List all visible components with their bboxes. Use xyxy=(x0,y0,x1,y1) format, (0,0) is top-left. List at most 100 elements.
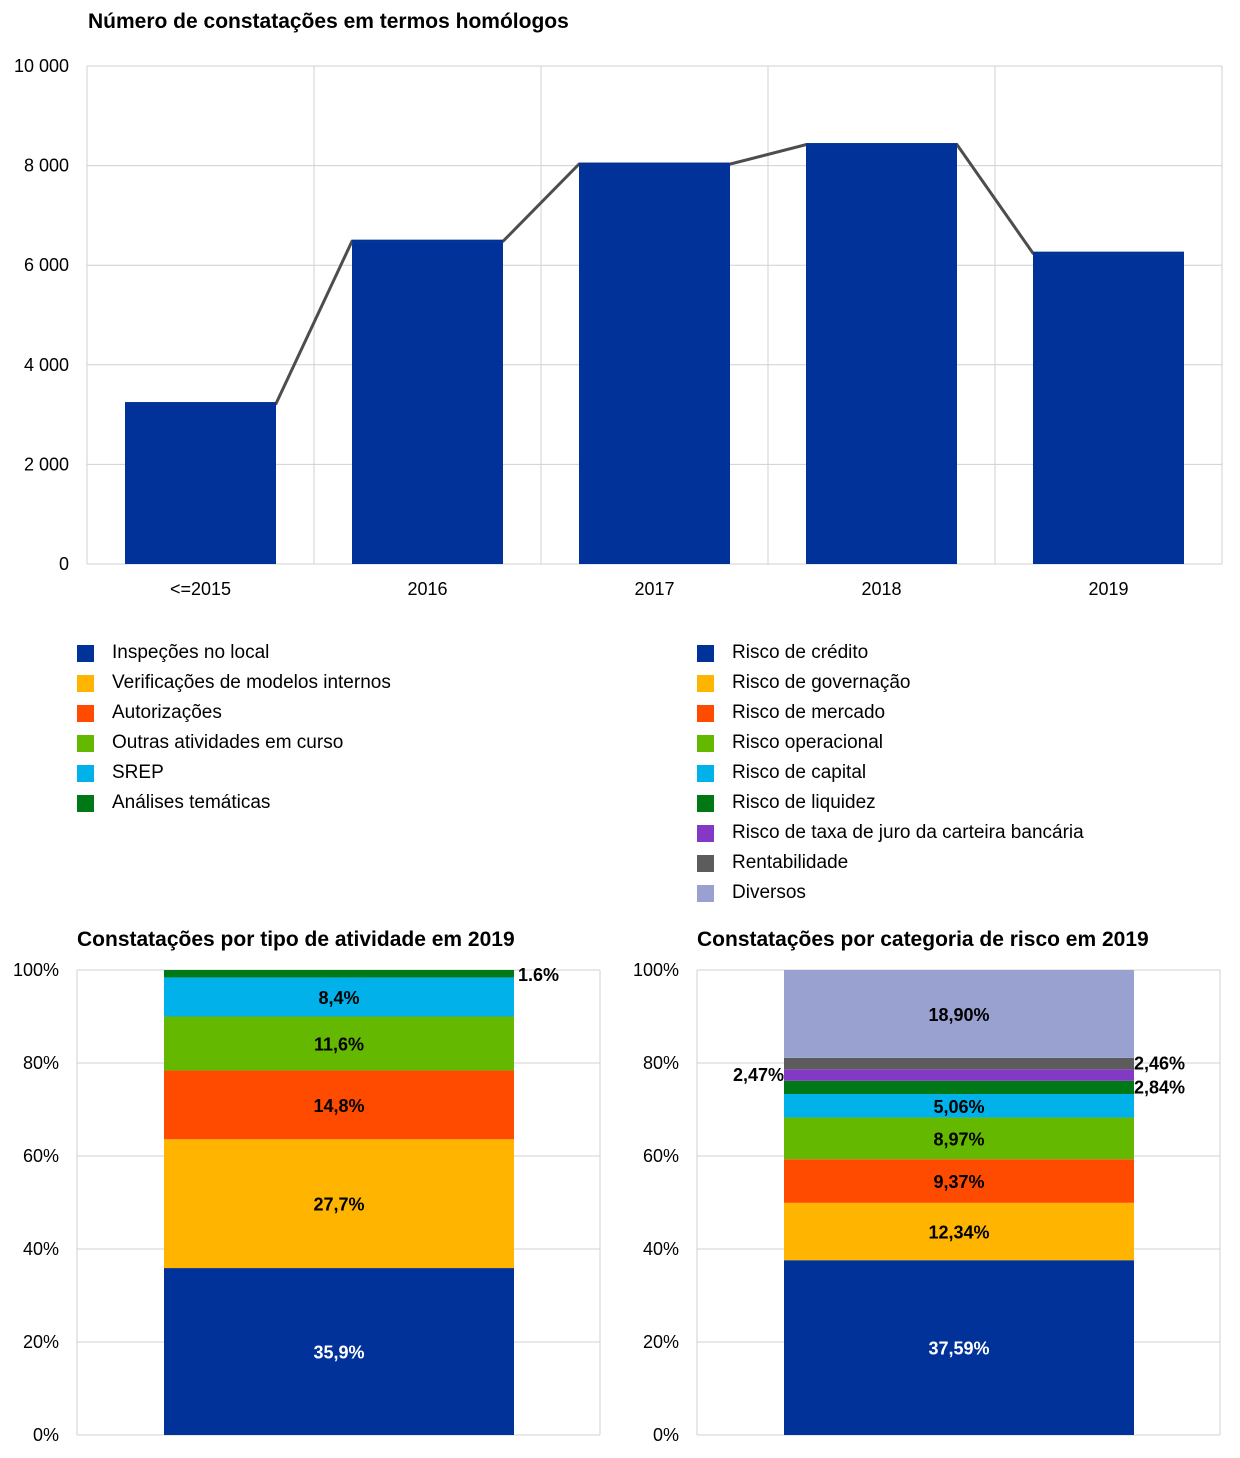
legend-swatch xyxy=(77,794,94,812)
y-tick-label: 6 000 xyxy=(24,255,69,275)
y-tick-label: 4 000 xyxy=(24,355,69,375)
segment-data-label: 12,34% xyxy=(928,1223,989,1243)
stacked-segment xyxy=(784,970,1134,1058)
bar xyxy=(352,241,503,564)
x-tick-label: 2019 xyxy=(1088,579,1128,599)
legend-swatch xyxy=(77,644,94,662)
segment-data-label: 37,59% xyxy=(928,1339,989,1359)
legend-swatch xyxy=(697,764,714,782)
x-tick-label: <=2015 xyxy=(170,579,231,599)
y-tick-label: 2 000 xyxy=(24,454,69,474)
legend-label: Risco de governação xyxy=(732,672,911,693)
legend-activity: Inspeções no local Verificações de model… xyxy=(77,638,391,818)
segment-data-label: 5,06% xyxy=(933,1097,984,1117)
y-tick-label: 0% xyxy=(653,1425,679,1445)
legend-item: Autorizações xyxy=(77,698,391,728)
y-tick-label: 60% xyxy=(23,1146,59,1166)
y-tick-label: 100% xyxy=(13,960,59,980)
segment-data-label: 8,97% xyxy=(933,1129,984,1149)
legend-label: Análises temáticas xyxy=(112,792,271,813)
y-tick-label: 60% xyxy=(643,1146,679,1166)
legend-label: Rentabilidade xyxy=(732,852,849,873)
risk-chart-title: Constatações por categoria de risco em 2… xyxy=(697,928,1149,951)
top-chart-title: Número de constatações em termos homólog… xyxy=(88,10,569,33)
stacked-segment xyxy=(784,1202,1134,1261)
y-tick-label: 8 000 xyxy=(24,156,69,176)
y-tick-label: 80% xyxy=(23,1053,59,1073)
legend-swatch xyxy=(697,674,714,692)
stacked-segment xyxy=(164,970,514,978)
legend-item: Risco de liquidez xyxy=(697,788,1084,818)
legend-item: Outras atividades em curso xyxy=(77,728,391,758)
legend-item: Risco de mercado xyxy=(697,698,1084,728)
bar xyxy=(579,164,730,564)
legend-item: Risco de taxa de juro da carteira bancár… xyxy=(697,818,1084,848)
legend-label: Risco de capital xyxy=(732,762,867,783)
legend-swatch xyxy=(77,704,94,722)
bar xyxy=(1033,253,1184,565)
legend-swatch xyxy=(697,644,714,662)
legend-label: SREP xyxy=(112,762,164,783)
x-tick-label: 2018 xyxy=(861,579,901,599)
stacked-segment xyxy=(164,1139,514,1269)
legend-label: Outras atividades em curso xyxy=(112,732,344,753)
legend-risk: Risco de crédito Risco de governação Ris… xyxy=(697,638,1084,908)
bar xyxy=(806,144,957,564)
segment-data-label: 18,90% xyxy=(928,1005,989,1025)
legend-swatch xyxy=(77,674,94,692)
segment-data-label: 1.6% xyxy=(518,965,559,985)
legend-item: Risco de governação xyxy=(697,668,1084,698)
legend-item: Inspeções no local xyxy=(77,638,391,668)
legend-swatch xyxy=(697,734,714,752)
stacked-segment xyxy=(164,977,514,1017)
legend-item: Risco de capital xyxy=(697,758,1084,788)
legend-item: Verificações de modelos internos xyxy=(77,668,391,698)
y-tick-label: 20% xyxy=(23,1332,59,1352)
segment-data-label: 2,84% xyxy=(1134,1077,1185,1097)
stacked-segment xyxy=(784,1080,1134,1095)
y-tick-label: 80% xyxy=(643,1053,679,1073)
legend-label: Risco de liquidez xyxy=(732,792,876,813)
y-tick-label: 40% xyxy=(643,1239,679,1259)
legend-item: Diversos xyxy=(697,878,1084,908)
x-tick-label: 2016 xyxy=(407,579,447,599)
legend-item: Risco operacional xyxy=(697,728,1084,758)
legend-item: Análises temáticas xyxy=(77,788,391,818)
segment-data-label: 35,9% xyxy=(313,1343,364,1363)
legend-swatch xyxy=(697,884,714,902)
legend-swatch xyxy=(77,764,94,782)
segment-data-label: 27,7% xyxy=(313,1195,364,1215)
stacked-segment xyxy=(784,1260,1134,1435)
legend-label: Verificações de modelos internos xyxy=(112,672,391,693)
bar xyxy=(125,403,276,564)
stacked-segment xyxy=(784,1094,1134,1118)
stacked-segment xyxy=(164,1016,514,1071)
legend-item: SREP xyxy=(77,758,391,788)
y-tick-label: 20% xyxy=(643,1332,679,1352)
y-tick-label: 0 xyxy=(59,554,69,574)
y-tick-label: 10 000 xyxy=(14,56,69,76)
legend-swatch xyxy=(697,854,714,872)
legend-item: Risco de crédito xyxy=(697,638,1084,668)
legend-label: Diversos xyxy=(732,882,806,903)
legend-item: Rentabilidade xyxy=(697,848,1084,878)
stacked-segment xyxy=(164,1070,514,1140)
legend-swatch xyxy=(77,734,94,752)
segment-data-label: 11,6% xyxy=(314,1034,364,1054)
legend-label: Risco de taxa de juro da carteira bancár… xyxy=(732,822,1084,843)
activity-chart-title: Constatações por tipo de atividade em 20… xyxy=(77,928,515,951)
legend-label: Risco de mercado xyxy=(732,702,886,723)
stacked-segment xyxy=(784,1057,1134,1070)
stacked-segment xyxy=(784,1159,1134,1203)
segment-data-label: 2,47% xyxy=(733,1065,784,1085)
stacked-segment xyxy=(784,1069,1134,1081)
legend-label: Risco de crédito xyxy=(732,642,869,663)
stacked-segment xyxy=(164,1268,514,1435)
y-tick-label: 0% xyxy=(33,1425,59,1445)
legend-swatch xyxy=(697,794,714,812)
segment-data-label: 2,46% xyxy=(1134,1054,1185,1074)
y-tick-label: 40% xyxy=(23,1239,59,1259)
legend-label: Autorizações xyxy=(112,702,222,723)
segment-data-label: 9,37% xyxy=(933,1172,984,1192)
